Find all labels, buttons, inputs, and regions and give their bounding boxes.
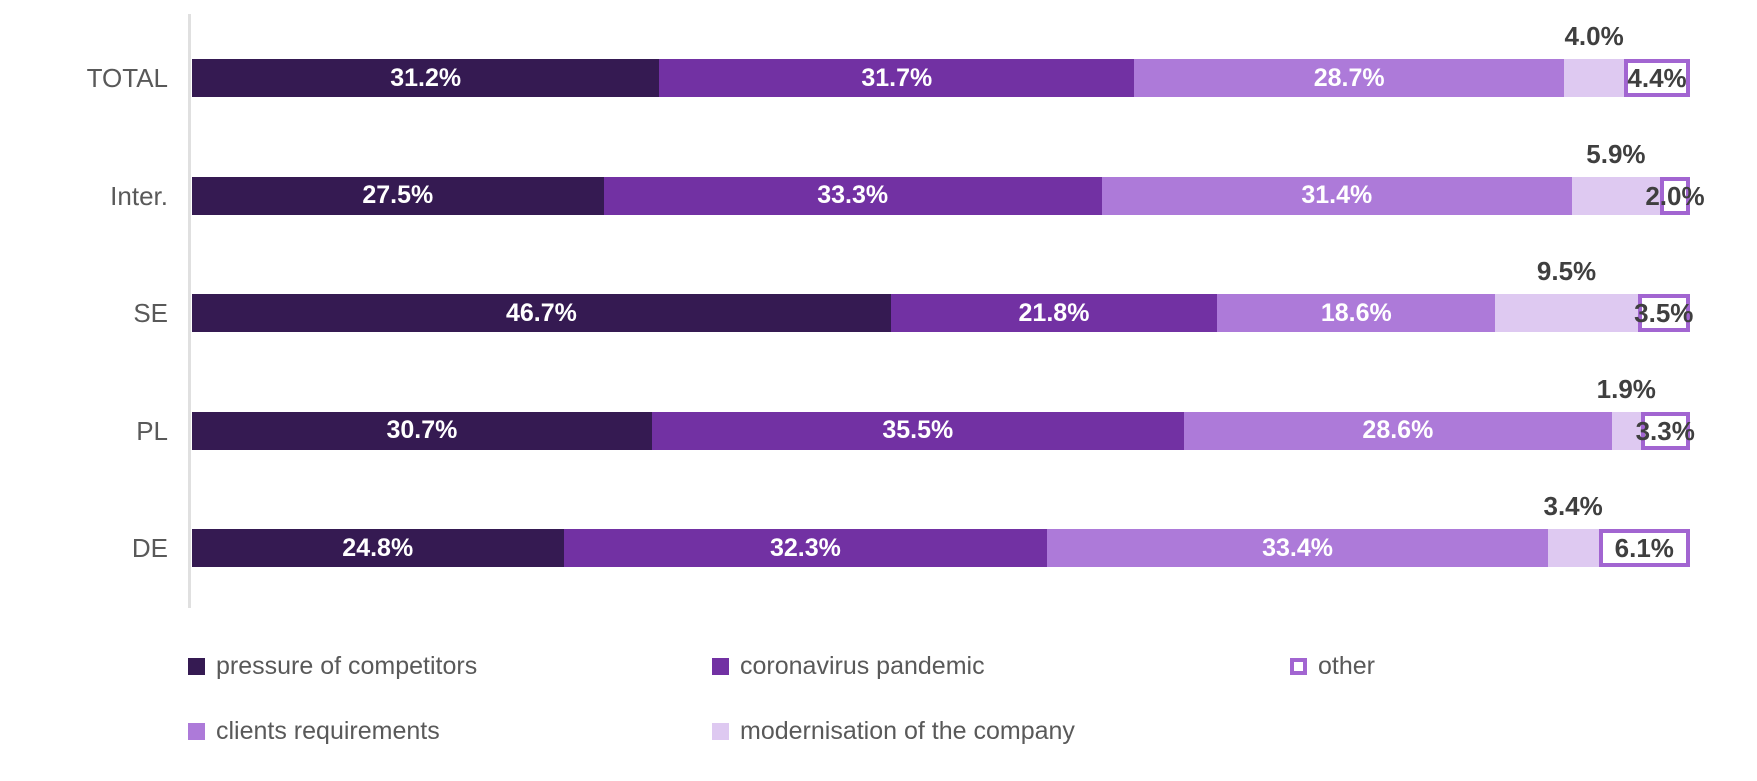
segment-value-label: 3.5% [1634,298,1694,328]
chart-row: Inter. 27.5% 33.3% 31.4% 5.9% 2.0% [0,141,1757,215]
bar-segment-clients-requirements: 28.7% [1134,59,1565,97]
legend-swatch-icon [188,722,205,740]
bar-segment-coronavirus-pandemic: 33.3% [603,176,1102,215]
bar-segment-pressure-of-competitors: 27.5% [192,176,604,215]
segment-value-label: 5.9% [1586,138,1646,169]
bar-segment-modernisation-of-the-company: 4.0% [1564,23,1625,97]
legend-label: clients requirements [216,716,440,745]
chart-row: PL 30.7% 35.5% 28.6% 1.9% 3.3% [0,376,1757,450]
bar-segment-pressure-of-competitors: 31.2% [192,59,660,97]
bar-segment-modernisation-of-the-company: 1.9% [1597,376,1656,450]
legend-label: other [1318,651,1375,680]
category-label-se: SE [133,298,168,328]
segment-value-label: 3.3% [1635,415,1695,446]
legend-item-coronavirus-pandemic: coronavirus pandemic [712,651,985,681]
bar-track: 46.7% 21.8% 18.6% 9.5% 3.5% [192,258,1693,332]
bar-segment-clients-requirements: 31.4% [1101,176,1572,215]
legend-item-modernisation-of-the-company: modernisation of the company [712,716,1075,746]
bar-segment-clients-requirements: 33.4% [1047,529,1548,567]
segment-value-label: 6.1% [1614,533,1674,563]
bar-segment-clients-requirements: 28.6% [1183,411,1613,450]
category-label-de: DE [131,533,168,563]
legend-swatch-icon [1290,657,1307,675]
legend-swatch-icon [712,657,729,675]
bar-segment-other: 3.3% [1636,411,1695,450]
segment-value-label: 35.5% [882,416,954,444]
bar-segment-other: 6.1% [1598,529,1690,567]
bar-segment-coronavirus-pandemic: 31.7% [659,59,1135,97]
segment-value-label: 32.3% [769,533,841,562]
segment-value-label: 33.3% [817,181,889,209]
bar-segment-modernisation-of-the-company: 9.5% [1495,258,1638,332]
segment-value-label: 4.4% [1627,63,1687,93]
chart-row: DE 24.8% 32.3% 33.4% 3.4% 6.1% [0,493,1757,567]
legend-swatch-icon [712,722,729,740]
segment-value-label: 4.0% [1564,21,1624,51]
bar-track: 24.8% 32.3% 33.4% 3.4% 6.1% [192,493,1690,567]
bar-segment-modernisation-of-the-company: 5.9% [1571,141,1661,215]
bar-segment-pressure-of-competitors: 46.7% [192,294,891,332]
bar-segment-modernisation-of-the-company: 3.4% [1543,493,1603,567]
bar-segment-pressure-of-competitors: 24.8% [192,529,564,567]
y-axis-line [188,14,191,608]
legend-item-other: other [1290,651,1375,681]
segment-value-label: 46.7% [505,298,577,327]
category-label-pl: PL [136,415,168,446]
bar-segment-coronavirus-pandemic: 32.3% [563,529,1048,567]
legend-item-clients-requirements: clients requirements [188,716,440,746]
bar-segment-pressure-of-competitors: 30.7% [192,411,652,450]
segment-value-label: 31.4% [1301,181,1373,209]
segment-value-label: 27.5% [362,181,434,209]
legend-label: pressure of competitors [216,651,478,680]
segment-value-label: 24.8% [342,533,414,562]
segment-value-label: 21.8% [1018,298,1090,327]
bar-track: 31.2% 31.7% 28.7% 4.0% 4.4% [192,23,1690,97]
bar-segment-other: 3.5% [1634,294,1693,332]
segment-value-label: 2.0% [1645,180,1705,211]
segment-value-label: 1.9% [1596,373,1656,404]
segment-value-label: 3.4% [1543,491,1603,521]
legend-label: modernisation of the company [740,716,1075,745]
legend-label: coronavirus pandemic [740,651,985,680]
segment-value-label: 30.7% [386,416,458,444]
legend-item-pressure-of-competitors: pressure of competitors [188,651,477,681]
segment-value-label: 28.7% [1313,63,1385,92]
bar-segment-clients-requirements: 18.6% [1217,294,1496,332]
category-label-inter: Inter. [110,180,168,211]
segment-value-label: 31.2% [390,63,462,92]
legend-swatch-icon [188,657,205,675]
bar-track: 30.7% 35.5% 28.6% 1.9% 3.3% [192,376,1695,450]
segment-value-label: 31.7% [861,63,933,92]
segment-value-label: 33.4% [1262,533,1333,562]
bar-segment-coronavirus-pandemic: 21.8% [890,294,1218,332]
chart-row: SE 46.7% 21.8% 18.6% 9.5% 3.5% [0,258,1757,332]
category-label-total: TOTAL [86,63,168,93]
segment-value-label: 28.6% [1362,416,1434,444]
segment-value-label: 18.6% [1320,298,1392,327]
bar-segment-coronavirus-pandemic: 35.5% [651,411,1184,450]
segment-value-label: 9.5% [1536,256,1597,286]
bar-segment-other: 4.4% [1624,59,1690,97]
bar-segment-other: 2.0% [1645,176,1705,215]
bar-track: 27.5% 33.3% 31.4% 5.9% 2.0% [192,141,1705,215]
chart-row: TOTAL 31.2% 31.7% 28.7% 4.0% 4.4% [0,23,1757,97]
